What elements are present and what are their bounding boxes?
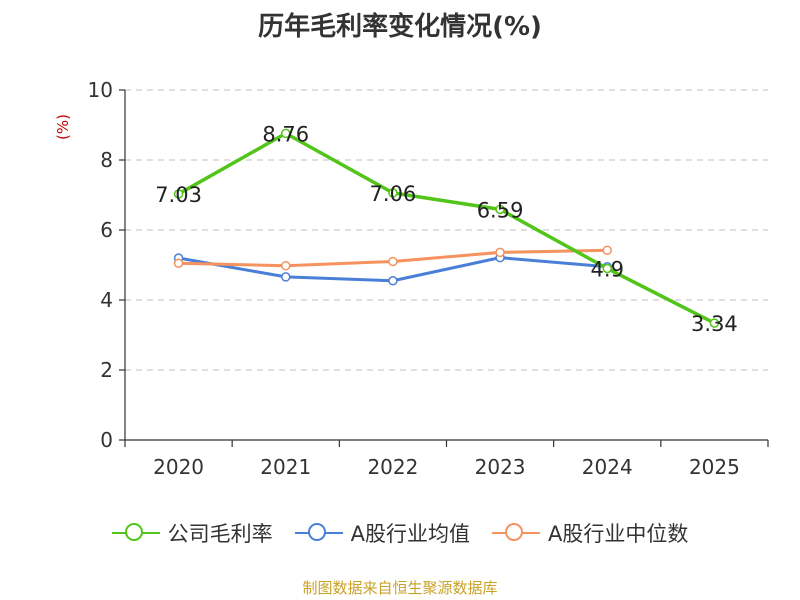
data-point xyxy=(388,276,398,286)
data-point xyxy=(281,272,291,282)
legend-label: A股行业均值 xyxy=(350,522,470,546)
data-point xyxy=(388,188,398,198)
data-label: 3.34 xyxy=(691,312,738,336)
x-tick-label: 2023 xyxy=(475,455,526,479)
data-point xyxy=(281,128,291,139)
legend-swatch-icon xyxy=(111,522,160,544)
data-point xyxy=(495,204,505,215)
data-point xyxy=(602,245,612,256)
data-point xyxy=(281,260,291,271)
data-label: 4.9 xyxy=(591,258,624,282)
y-tick-label: 4 xyxy=(100,288,113,312)
y-tick-label: 8 xyxy=(100,148,113,172)
data-label: 7.06 xyxy=(370,182,417,206)
legend-swatch-icon xyxy=(294,522,343,544)
legend-label: 公司毛利率 xyxy=(167,522,273,546)
axis-layer: 0 2 4 6 8 10 2020 2021 2022 2023 2024 2025 xyxy=(88,78,769,479)
legend-item-industry-median[interactable]: A股行业中位数 xyxy=(492,518,688,548)
y-tick-label: 10 xyxy=(88,78,113,102)
legend-swatch-icon xyxy=(492,522,540,544)
data-point xyxy=(495,247,505,258)
data-point xyxy=(602,263,612,274)
legend-label: A股行业中位数 xyxy=(548,522,689,546)
data-point xyxy=(709,318,720,328)
y-tick-label: 6 xyxy=(100,218,113,242)
data-label: 6.59 xyxy=(477,198,524,222)
x-tick-label: 2021 xyxy=(260,455,311,479)
y-tick-label: 2 xyxy=(100,358,113,382)
series-line xyxy=(177,131,716,325)
x-tick-label: 2025 xyxy=(689,455,740,479)
x-tick-label: 2022 xyxy=(367,455,418,479)
data-point xyxy=(173,258,184,268)
source-note: 制图数据来自恒生聚源数据库 xyxy=(302,579,498,597)
legend-item-company[interactable]: 公司毛利率 xyxy=(111,518,273,548)
x-tick-label: 2024 xyxy=(582,455,633,479)
y-tick-label: 0 xyxy=(100,428,113,452)
data-label: 8.76 xyxy=(262,122,309,146)
legend: 公司毛利率 A股行业均值 A股行业中位数 xyxy=(0,518,800,548)
grid-layer xyxy=(125,89,768,371)
series-layer xyxy=(173,128,720,328)
legend-item-industry-mean[interactable]: A股行业均值 xyxy=(294,518,470,548)
data-point xyxy=(388,256,398,267)
data-label: 7.03 xyxy=(155,183,202,207)
data-point xyxy=(173,189,184,199)
data-label-layer: 7.03 8.76 7.06 6.59 4.9 3.34 xyxy=(155,122,738,336)
x-tick-label: 2020 xyxy=(153,455,204,479)
chart-title: 历年毛利率变化情况(%) xyxy=(258,12,542,42)
y-axis-label: (%) xyxy=(54,114,72,140)
